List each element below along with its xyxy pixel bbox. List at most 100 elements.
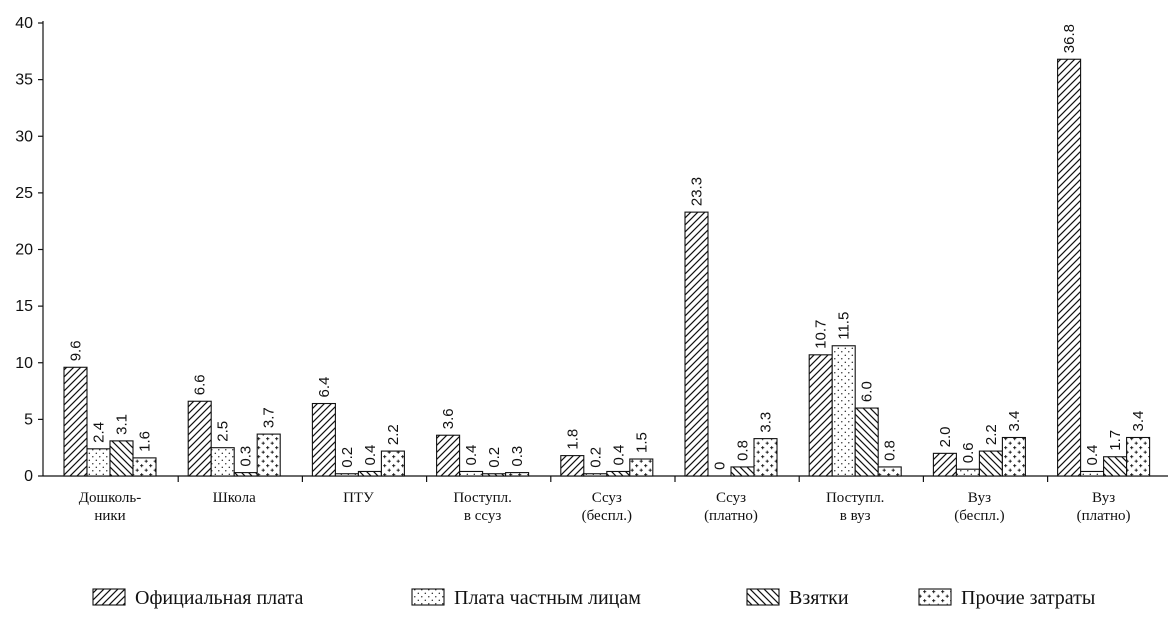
legend-label: Плата частным лицам [454,587,641,609]
data-label: 0.3 [509,446,526,467]
bar [730,466,755,477]
bar [684,211,709,477]
category-label: Вуз [968,490,991,506]
y-tick-label: 25 [15,185,33,202]
bar [583,473,608,477]
data-label: 36.8 [1061,24,1078,53]
category-label: (беспл.) [954,508,1004,524]
y-tick-label: 10 [15,355,33,372]
data-label: 0.2 [486,447,503,468]
category-label: (платно) [704,508,758,524]
bar [1080,470,1105,477]
y-tick-label: 15 [15,298,33,315]
data-label: 0.8 [882,440,899,461]
legend-swatch [411,588,445,606]
bar [436,434,461,477]
bar [1103,456,1128,477]
bar [1126,436,1151,477]
category-label: Ссуз [592,490,622,506]
y-tick-label: 0 [24,468,33,485]
category-label: в вуз [840,508,871,524]
bar [606,470,631,477]
data-label: 10.7 [813,320,830,349]
bar [932,452,957,477]
bar [233,472,258,477]
data-label: 1.5 [633,432,650,453]
bar [334,473,359,477]
bar [357,470,382,477]
category-label: ПТУ [343,490,374,506]
data-label: 6.4 [316,377,333,398]
bar [978,450,1003,477]
bar [854,407,879,477]
legend-swatch [746,588,780,606]
category-label: Поступл. [453,490,511,506]
bar [831,345,856,477]
bar [505,472,530,477]
data-label: 0.8 [735,440,752,461]
bar [1001,436,1026,477]
y-tick-label: 5 [24,411,33,428]
data-label: 0.4 [1084,445,1101,466]
category-label: (беспл.) [582,508,632,524]
bar [210,447,235,477]
bar [311,402,336,477]
bar [1057,58,1082,477]
bar [482,473,507,477]
data-label: 3.4 [1130,411,1147,432]
category-label: Дошколь- [79,490,141,506]
data-label: 0 [712,462,729,470]
category-label: Ссуз [716,490,746,506]
data-label: 3.3 [758,412,775,433]
data-label: 0.4 [463,445,480,466]
data-label: 3.6 [440,408,457,429]
bar [808,354,833,477]
data-label: 0.6 [960,442,977,463]
legend-swatch [918,588,952,606]
bar [629,458,654,477]
bar [877,466,902,477]
data-label: 9.6 [68,340,85,361]
data-label: 2.2 [385,424,402,445]
data-label: 1.7 [1107,430,1124,451]
legend-swatch [92,588,126,606]
category-label: в ссуз [464,508,501,524]
data-label: 1.8 [564,429,581,450]
data-label: 6.0 [859,381,876,402]
bar [256,433,281,477]
data-label: 2.4 [91,422,108,443]
bar [132,457,157,477]
data-label: 3.1 [114,414,131,435]
bar [109,440,134,477]
y-tick-label: 30 [15,128,33,145]
category-label: Вуз [1092,490,1115,506]
bar [86,448,111,477]
bar [187,400,212,477]
legend-label: Взятки [789,587,849,609]
y-tick-label: 40 [15,15,33,32]
y-tick-label: 35 [15,72,33,89]
bar [380,450,405,477]
data-label: 3.7 [261,407,278,428]
y-tick-label: 20 [15,242,33,259]
data-label: 6.6 [192,374,209,395]
data-label: 0.2 [587,447,604,468]
data-label: 23.3 [689,177,706,206]
data-label: 3.4 [1006,411,1023,432]
legend-label: Прочие затраты [961,587,1095,609]
bar [955,468,980,477]
bar [753,438,778,477]
category-label: Поступл. [826,490,884,506]
data-label: 2.5 [215,421,232,442]
data-label: 0.4 [610,445,627,466]
category-label: ники [94,508,125,524]
data-label: 1.6 [137,431,154,452]
category-label: Школа [213,490,256,506]
data-label: 11.5 [836,312,853,340]
category-label: (платно) [1077,508,1131,524]
data-label: 0.2 [339,447,356,468]
data-label: 0.4 [362,445,379,466]
legend-label: Официальная плата [135,587,303,609]
